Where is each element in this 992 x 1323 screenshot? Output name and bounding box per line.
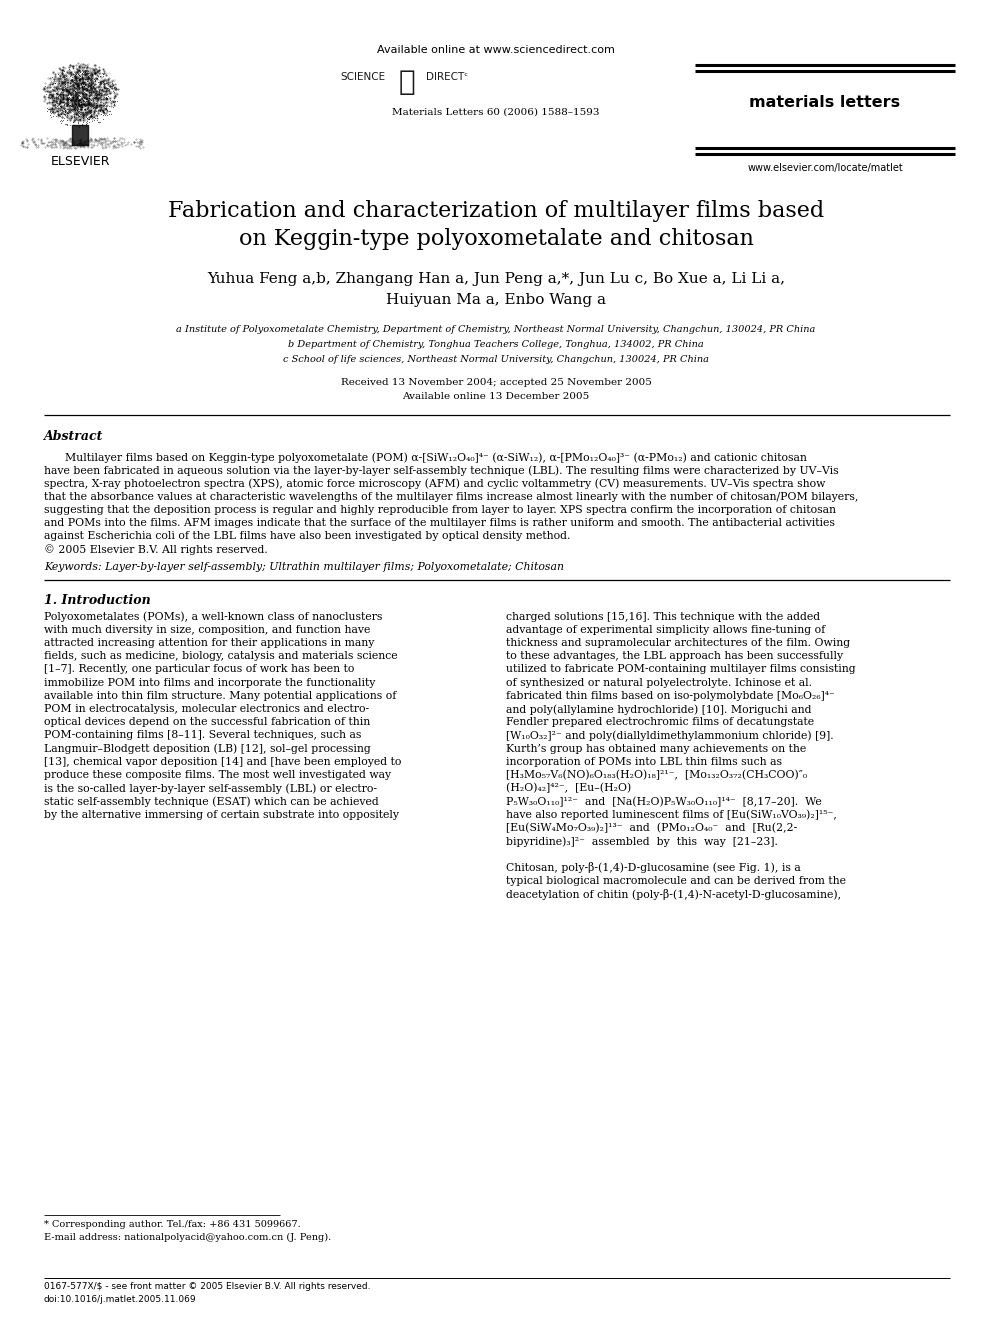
Text: Available online at www.sciencedirect.com: Available online at www.sciencedirect.co… <box>377 45 615 56</box>
Text: have also reported luminescent films of [Eu(SiW₁₀VO₃₉)₂]¹⁵⁻,: have also reported luminescent films of … <box>506 810 837 820</box>
Text: Fabrication and characterization of multilayer films based: Fabrication and characterization of mult… <box>168 200 824 222</box>
Text: fabricated thin films based on iso-polymolybdate [Mo₆O₂₆]⁴⁻: fabricated thin films based on iso-polym… <box>506 691 834 701</box>
Text: [1–7]. Recently, one particular focus of work has been to: [1–7]. Recently, one particular focus of… <box>44 664 354 675</box>
Text: with much diversity in size, composition, and function have: with much diversity in size, composition… <box>44 624 370 635</box>
Text: DIRECTᶜ: DIRECTᶜ <box>426 71 468 82</box>
Text: materials letters: materials letters <box>749 95 901 110</box>
Text: Received 13 November 2004; accepted 25 November 2005: Received 13 November 2004; accepted 25 N… <box>340 378 652 388</box>
Text: utilized to fabricate POM-containing multilayer films consisting: utilized to fabricate POM-containing mul… <box>506 664 856 675</box>
Text: 0167-577X/$ - see front matter © 2005 Elsevier B.V. All rights reserved.: 0167-577X/$ - see front matter © 2005 El… <box>44 1282 370 1291</box>
Text: P₅W₃₀O₁₁₀]¹²⁻  and  [Na(H₂O)P₅W₃₀O₁₁₀]¹⁴⁻  [8,17–20].  We: P₅W₃₀O₁₁₀]¹²⁻ and [Na(H₂O)P₅W₃₀O₁₁₀]¹⁴⁻ … <box>506 796 821 807</box>
Text: POM-containing films [8–11]. Several techniques, such as: POM-containing films [8–11]. Several tec… <box>44 730 361 741</box>
Text: produce these composite films. The most well investigated way: produce these composite films. The most … <box>44 770 391 781</box>
Text: Polyoxometalates (POMs), a well-known class of nanoclusters: Polyoxometalates (POMs), a well-known cl… <box>44 611 382 622</box>
Text: static self-assembly technique (ESAT) which can be achieved: static self-assembly technique (ESAT) wh… <box>44 796 379 807</box>
Text: to these advantages, the LBL approach has been successfully: to these advantages, the LBL approach ha… <box>506 651 843 662</box>
Text: c School of life sciences, Northeast Normal University, Changchun, 130024, PR Ch: c School of life sciences, Northeast Nor… <box>283 355 709 364</box>
Text: advantage of experimental simplicity allows fine-tuning of: advantage of experimental simplicity all… <box>506 624 825 635</box>
Text: Keywords: Layer-by-layer self-assembly; Ultrathin multilayer films; Polyoxometal: Keywords: Layer-by-layer self-assembly; … <box>44 561 564 572</box>
Text: optical devices depend on the successful fabrication of thin: optical devices depend on the successful… <box>44 717 370 728</box>
Text: Abstract: Abstract <box>44 430 103 443</box>
Text: Materials Letters 60 (2006) 1588–1593: Materials Letters 60 (2006) 1588–1593 <box>392 108 600 116</box>
Text: charged solutions [15,16]. This technique with the added: charged solutions [15,16]. This techniqu… <box>506 611 820 622</box>
Text: [H₃Mo₅₇V₆(NO)₆O₁₈₃(H₂O)₁₈]²¹⁻,  [Mo₁₃₂O₃₇₂(CH₃COO)″₀: [H₃Mo₅₇V₆(NO)₆O₁₈₃(H₂O)₁₈]²¹⁻, [Mo₁₃₂O₃₇… <box>506 770 807 781</box>
Text: Chitosan, poly-β-(1,4)-D-glucosamine (see Fig. 1), is a: Chitosan, poly-β-(1,4)-D-glucosamine (se… <box>506 863 801 873</box>
Text: thickness and supramolecular architectures of the film. Owing: thickness and supramolecular architectur… <box>506 638 850 648</box>
Text: by the alternative immersing of certain substrate into oppositely: by the alternative immersing of certain … <box>44 810 399 820</box>
Text: fields, such as medicine, biology, catalysis and materials science: fields, such as medicine, biology, catal… <box>44 651 398 662</box>
Text: against Escherichia coli of the LBL films have also been investigated by optical: against Escherichia coli of the LBL film… <box>44 532 570 541</box>
Text: a Institute of Polyoxometalate Chemistry, Department of Chemistry, Northeast Nor: a Institute of Polyoxometalate Chemistry… <box>177 325 815 333</box>
Text: [Eu(SiW₄Mo₇O₃₉)₂]¹³⁻  and  (PMo₁₂O₄₀⁻  and  [Ru(2,2-: [Eu(SiW₄Mo₇O₃₉)₂]¹³⁻ and (PMo₁₂O₄₀⁻ and … <box>506 823 798 833</box>
Text: have been fabricated in aqueous solution via the layer-by-layer self-assembly te: have been fabricated in aqueous solution… <box>44 466 838 476</box>
Text: Multilayer films based on Keggin-type polyoxometalate (POM) α-[SiW₁₂O₄₀]⁴⁻ (α-Si: Multilayer films based on Keggin-type po… <box>44 452 806 463</box>
Text: available into thin film structure. Many potential applications of: available into thin film structure. Many… <box>44 691 397 701</box>
Text: attracted increasing attention for their applications in many: attracted increasing attention for their… <box>44 638 374 648</box>
Text: that the absorbance values at characteristic wavelengths of the multilayer films: that the absorbance values at characteri… <box>44 492 858 501</box>
Text: of synthesized or natural polyelectrolyte. Ichinose et al.: of synthesized or natural polyelectrolyt… <box>506 677 812 688</box>
Text: (H₂O)₄₂]⁴²⁻,  [Eu–(H₂O): (H₂O)₄₂]⁴²⁻, [Eu–(H₂O) <box>506 783 631 794</box>
Text: deacetylation of chitin (poly-β-(1,4)-N-acetyl-D-glucosamine),: deacetylation of chitin (poly-β-(1,4)-N-… <box>506 889 841 900</box>
Text: Kurth’s group has obtained many achievements on the: Kurth’s group has obtained many achievem… <box>506 744 806 754</box>
Text: SCIENCE: SCIENCE <box>340 71 385 82</box>
Text: Fendler prepared electrochromic films of decatungstate: Fendler prepared electrochromic films of… <box>506 717 814 728</box>
Text: and POMs into the films. AFM images indicate that the surface of the multilayer : and POMs into the films. AFM images indi… <box>44 519 835 528</box>
Text: typical biological macromolecule and can be derived from the: typical biological macromolecule and can… <box>506 876 846 885</box>
Text: on Keggin-type polyoxometalate and chitosan: on Keggin-type polyoxometalate and chito… <box>238 228 754 250</box>
Text: suggesting that the deposition process is regular and highly reproducible from l: suggesting that the deposition process i… <box>44 505 836 515</box>
Text: ⓓ: ⓓ <box>399 67 416 97</box>
Text: is the so-called layer-by-layer self-assembly (LBL) or electro-: is the so-called layer-by-layer self-ass… <box>44 783 377 794</box>
Text: immobilize POM into films and incorporate the functionality: immobilize POM into films and incorporat… <box>44 677 375 688</box>
Text: [13], chemical vapor deposition [14] and [have been employed to: [13], chemical vapor deposition [14] and… <box>44 757 402 767</box>
Text: bipyridine)₃]²⁻  assembled  by  this  way  [21–23].: bipyridine)₃]²⁻ assembled by this way [2… <box>506 836 778 847</box>
Text: © 2005 Elsevier B.V. All rights reserved.: © 2005 Elsevier B.V. All rights reserved… <box>44 544 268 556</box>
Text: Available online 13 December 2005: Available online 13 December 2005 <box>403 392 589 401</box>
Text: spectra, X-ray photoelectron spectra (XPS), atomic force microscopy (AFM) and cy: spectra, X-ray photoelectron spectra (XP… <box>44 479 825 490</box>
Text: 1. Introduction: 1. Introduction <box>44 594 151 607</box>
Text: E-mail address: nationalpolyacid@yahoo.com.cn (J. Peng).: E-mail address: nationalpolyacid@yahoo.c… <box>44 1233 331 1242</box>
Text: Langmuir–Blodgett deposition (LB) [12], sol–gel processing: Langmuir–Blodgett deposition (LB) [12], … <box>44 744 371 754</box>
Text: b Department of Chemistry, Tonghua Teachers College, Tonghua, 134002, PR China: b Department of Chemistry, Tonghua Teach… <box>288 340 704 349</box>
Text: and poly(allylamine hydrochloride) [10]. Moriguchi and: and poly(allylamine hydrochloride) [10].… <box>506 704 811 714</box>
Text: ELSEVIER: ELSEVIER <box>51 155 110 168</box>
Text: Yuhua Feng a,b, Zhangang Han a, Jun Peng a,*, Jun Lu c, Bo Xue a, Li Li a,: Yuhua Feng a,b, Zhangang Han a, Jun Peng… <box>207 273 785 286</box>
Text: POM in electrocatalysis, molecular electronics and electro-: POM in electrocatalysis, molecular elect… <box>44 704 369 714</box>
Text: www.elsevier.com/locate/matlet: www.elsevier.com/locate/matlet <box>747 163 903 173</box>
Text: [W₁₀O₃₂]²⁻ and poly(diallyldimethylammonium chloride) [9].: [W₁₀O₃₂]²⁻ and poly(diallyldimethylammon… <box>506 730 833 741</box>
Text: doi:10.1016/j.matlet.2005.11.069: doi:10.1016/j.matlet.2005.11.069 <box>44 1295 196 1304</box>
Text: incorporation of POMs into LBL thin films such as: incorporation of POMs into LBL thin film… <box>506 757 782 767</box>
Text: Huiyuan Ma a, Enbo Wang a: Huiyuan Ma a, Enbo Wang a <box>386 292 606 307</box>
Text: * Corresponding author. Tel./fax: +86 431 5099667.: * Corresponding author. Tel./fax: +86 43… <box>44 1220 301 1229</box>
